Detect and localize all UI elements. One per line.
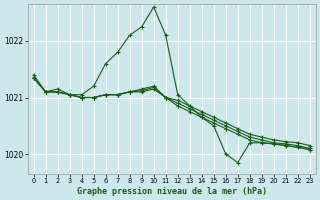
X-axis label: Graphe pression niveau de la mer (hPa): Graphe pression niveau de la mer (hPa) [77, 187, 267, 196]
